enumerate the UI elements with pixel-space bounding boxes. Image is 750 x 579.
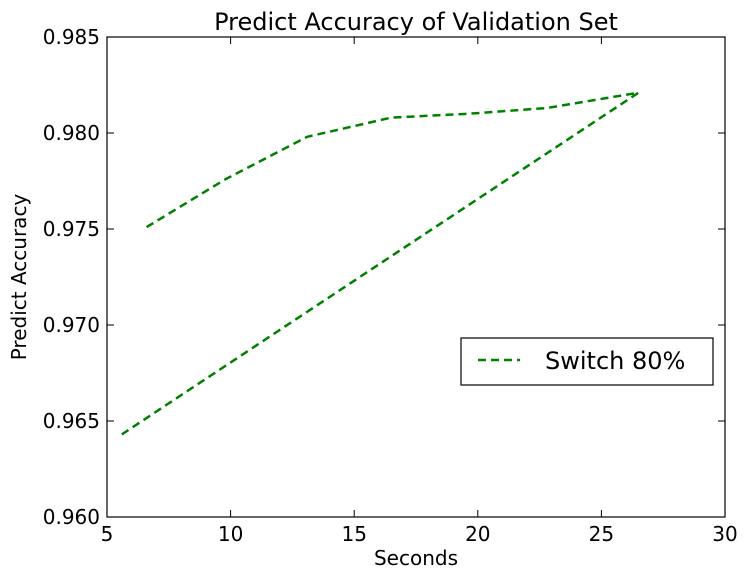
y-tick-label: 0.980 [43, 121, 100, 145]
chart-title: Predict Accuracy of Validation Set [214, 8, 618, 36]
y-tick-label: 0.985 [43, 25, 100, 49]
x-tick-label: 15 [341, 522, 366, 546]
plot-frame [106, 36, 726, 518]
x-tick-label: 5 [101, 522, 114, 546]
series-line-0 [121, 91, 640, 436]
y-tick-label: 0.965 [43, 409, 100, 433]
legend: Switch 80% [460, 337, 714, 386]
y-axis-label: Predict Accuracy [7, 194, 31, 361]
legend-label: Switch 80% [545, 347, 685, 375]
x-axis-label: Seconds [374, 546, 458, 570]
legend-box [460, 337, 714, 386]
plot-area [121, 91, 640, 436]
axis-ticks: 5 10 15 20 25 30 0.960 0.965 0.970 0.975 0.980 0.98… [43, 25, 738, 546]
x-tick-label: 30 [712, 522, 737, 546]
y-tick-label: 0.975 [43, 217, 100, 241]
x-tick-label: 10 [218, 522, 243, 546]
x-tick-label: 20 [465, 522, 490, 546]
y-tick-label: 0.970 [43, 313, 100, 337]
y-tick-label: 0.960 [43, 505, 100, 529]
x-tick-label: 25 [589, 522, 614, 546]
